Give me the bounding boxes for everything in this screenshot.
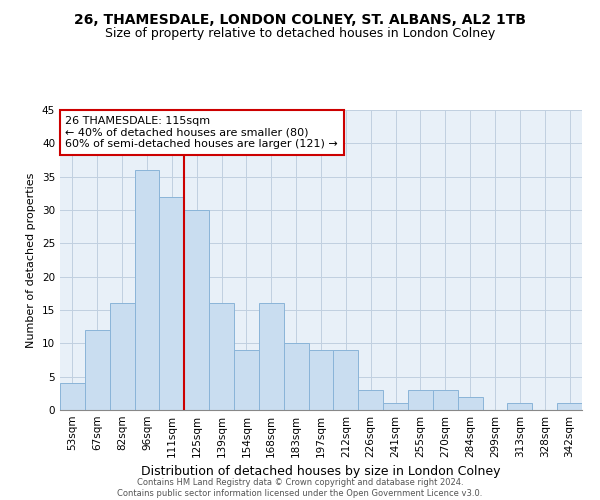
Bar — [209, 304, 234, 410]
Bar — [60, 384, 85, 410]
Text: Size of property relative to detached houses in London Colney: Size of property relative to detached ho… — [105, 28, 495, 40]
Y-axis label: Number of detached properties: Number of detached properties — [26, 172, 37, 348]
Bar — [458, 396, 482, 410]
Text: 26, THAMESDALE, LONDON COLNEY, ST. ALBANS, AL2 1TB: 26, THAMESDALE, LONDON COLNEY, ST. ALBAN… — [74, 12, 526, 26]
Bar — [85, 330, 110, 410]
Bar — [160, 196, 184, 410]
Bar — [557, 404, 582, 410]
Bar — [134, 170, 160, 410]
Bar — [508, 404, 532, 410]
Bar — [110, 304, 134, 410]
Bar — [184, 210, 209, 410]
Bar — [284, 344, 308, 410]
Bar — [308, 350, 334, 410]
Text: Contains HM Land Registry data © Crown copyright and database right 2024.
Contai: Contains HM Land Registry data © Crown c… — [118, 478, 482, 498]
Bar — [259, 304, 284, 410]
Bar — [408, 390, 433, 410]
Bar — [334, 350, 358, 410]
Bar — [383, 404, 408, 410]
X-axis label: Distribution of detached houses by size in London Colney: Distribution of detached houses by size … — [141, 466, 501, 478]
Bar — [358, 390, 383, 410]
Text: 26 THAMESDALE: 115sqm
← 40% of detached houses are smaller (80)
60% of semi-deta: 26 THAMESDALE: 115sqm ← 40% of detached … — [65, 116, 338, 149]
Bar — [234, 350, 259, 410]
Bar — [433, 390, 458, 410]
